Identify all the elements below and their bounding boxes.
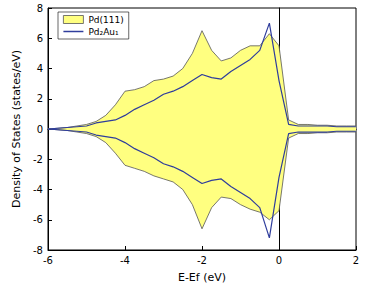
svg-text:2: 2	[37, 93, 43, 104]
svg-text:0: 0	[37, 124, 43, 135]
svg-text:-8: -8	[33, 245, 43, 256]
svg-text:-2: -2	[33, 154, 43, 165]
svg-text:-4: -4	[33, 184, 43, 195]
svg-text:0: 0	[276, 255, 282, 266]
svg-text:Pd₂Au₁: Pd₂Au₁	[88, 27, 119, 37]
svg-text:E-Ef (eV): E-Ef (eV)	[178, 271, 226, 284]
svg-text:8: 8	[37, 3, 43, 14]
svg-text:Density of States (states/eV): Density of States (states/eV)	[10, 50, 23, 208]
svg-text:-4: -4	[120, 255, 130, 266]
svg-text:-2: -2	[197, 255, 207, 266]
svg-text:2: 2	[353, 255, 359, 266]
svg-text:Pd(111): Pd(111)	[88, 15, 123, 25]
svg-text:6: 6	[37, 33, 43, 44]
svg-text:4: 4	[37, 63, 43, 74]
svg-text:-6: -6	[33, 214, 43, 225]
svg-text:-6: -6	[43, 255, 53, 266]
